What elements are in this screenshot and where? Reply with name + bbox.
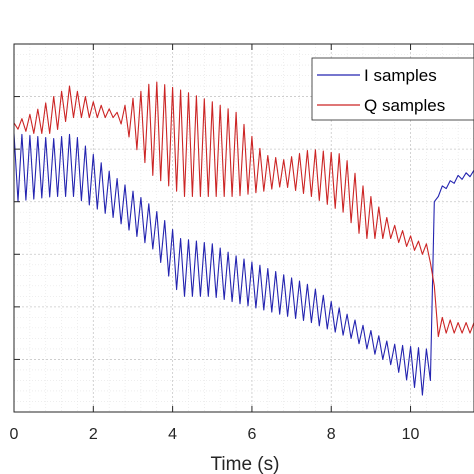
x-tick-labels: 0 2 4 6 8 10 [10,426,420,443]
x-tick-label: 10 [402,426,420,443]
legend-label-i-samples: I samples [364,66,437,85]
x-axis-label: Time (s) [211,454,280,474]
plot-area-border [13,43,474,413]
legend: I samples Q samples [311,57,474,121]
x-tick-label: 6 [247,426,256,443]
series-layer [13,81,474,396]
x-tick-label: 4 [168,426,177,443]
legend-box [311,57,474,121]
series-line-q-samples [13,81,474,338]
axis-ticks [13,43,412,413]
legend-label-q-samples: Q samples [364,96,445,115]
x-tick-label: 2 [89,426,98,443]
grid [13,43,474,413]
series-line-i-samples [13,133,474,396]
x-tick-label: 0 [10,426,19,443]
x-tick-label: 8 [327,426,336,443]
